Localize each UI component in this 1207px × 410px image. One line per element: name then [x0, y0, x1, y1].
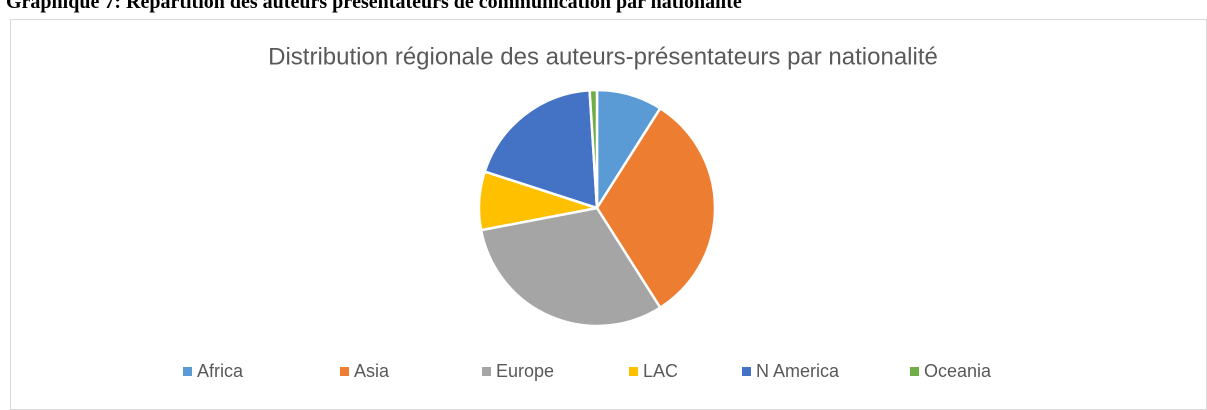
pie-slice [483, 88, 599, 210]
legend-swatch [910, 367, 919, 376]
legend-label: N America [756, 361, 840, 381]
pie-slice [479, 206, 662, 328]
chart-title: Distribution régionale des auteurs-prése… [268, 43, 938, 70]
legend-swatch [340, 367, 349, 376]
heading: Graphique 7: Répartition des auteurs pré… [6, 0, 742, 13]
legend-label: Oceania [924, 361, 992, 381]
legend-label: Asia [354, 361, 390, 381]
pie-slice [588, 88, 599, 209]
legend-label: Africa [197, 361, 244, 381]
legend-label: LAC [643, 361, 678, 381]
legend-swatch [482, 367, 491, 376]
legend-label: Europe [496, 361, 554, 381]
pie-slice [595, 106, 717, 310]
legend-swatch [742, 367, 751, 376]
legend-swatch [183, 367, 192, 376]
legend-swatch [629, 367, 638, 376]
